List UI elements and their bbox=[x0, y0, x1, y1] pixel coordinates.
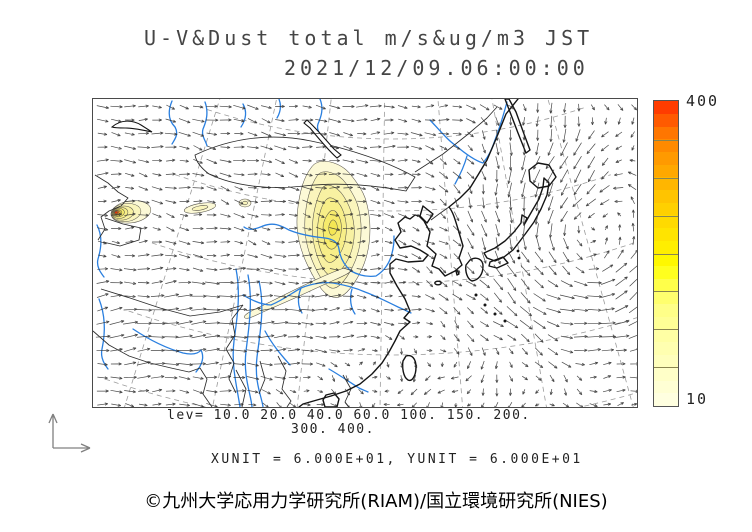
colorbar-segment bbox=[654, 139, 678, 152]
east-asia-map bbox=[93, 99, 637, 407]
colorbar-segment bbox=[654, 101, 678, 114]
colorbar-tick bbox=[654, 177, 678, 179]
colorbar-segment bbox=[654, 202, 678, 216]
colorbar-segment bbox=[654, 266, 678, 279]
colorbar-segment bbox=[654, 304, 678, 318]
lakes bbox=[110, 119, 342, 159]
colorbar-segment bbox=[654, 126, 678, 140]
colorbar-tick bbox=[654, 253, 678, 255]
colorbar-tick bbox=[654, 139, 678, 141]
colorbar-segment bbox=[654, 380, 678, 394]
colorbar-segment bbox=[654, 253, 678, 267]
colorbar-segment bbox=[654, 317, 678, 330]
colorbar-segment bbox=[654, 393, 678, 406]
copyright-text: ©九州大学応用力学研究所(RIAM)/国立環境研究所(NIES) bbox=[144, 491, 608, 512]
colorbar-segment bbox=[654, 240, 678, 254]
colorbar-max-label: 400 bbox=[686, 92, 720, 110]
plot-timestamp: 2021/12/09.06:00:00 bbox=[284, 56, 589, 80]
colorbar-segment bbox=[654, 367, 678, 381]
colorbar-segment bbox=[654, 113, 678, 127]
vector-units-label: XUNIT = 6.000E+01, YUNIT = 6.000E+01 bbox=[211, 452, 583, 467]
contour-levels-label-2: 300. 400. bbox=[291, 422, 375, 437]
colorbar-segment bbox=[654, 355, 678, 368]
unit-vector-axes-indicator bbox=[48, 413, 91, 453]
colorbar-segment bbox=[654, 278, 678, 292]
map-frame bbox=[92, 98, 638, 408]
graticule-lines bbox=[105, 99, 637, 407]
colorbar-segment bbox=[654, 342, 678, 356]
colorbar-segment bbox=[654, 329, 678, 343]
plot-title: U-V&Dust total m/s&ug/m3 JST bbox=[144, 26, 594, 50]
colorbar-segment bbox=[654, 291, 678, 305]
colorbar-segment bbox=[654, 215, 678, 229]
colorbar-segment bbox=[654, 190, 678, 203]
colorbar-tick bbox=[654, 329, 678, 331]
colorbar-segment bbox=[654, 151, 678, 165]
colorbar-min-label: 10 bbox=[686, 390, 709, 408]
colorbar-segment bbox=[654, 177, 678, 191]
country-borders bbox=[93, 106, 498, 407]
colorbar-tick bbox=[654, 367, 678, 369]
colorbar-tick bbox=[654, 291, 678, 293]
wind-vector-arrows bbox=[95, 102, 637, 407]
colorbar-segment bbox=[654, 228, 678, 241]
colorbar-tick bbox=[654, 215, 678, 217]
colorbar bbox=[653, 100, 679, 407]
colorbar-segment bbox=[654, 164, 678, 178]
contour-levels-label-1: lev= 10.0 20.0 40.0 60.0 100. 150. 200. bbox=[167, 408, 531, 423]
